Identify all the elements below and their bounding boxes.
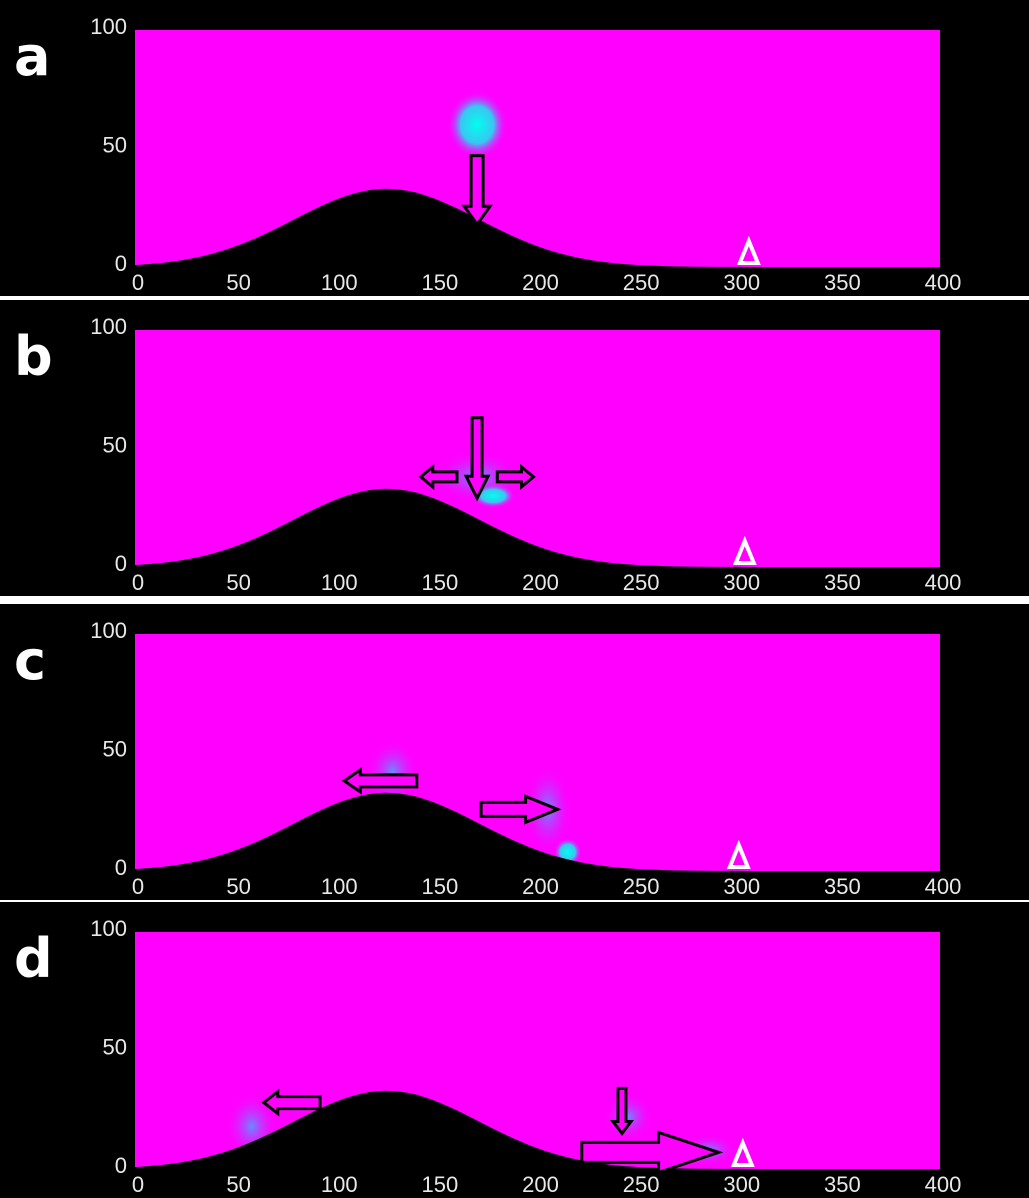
x-tick-label: 150 <box>422 1172 459 1197</box>
x-tick-label: 300 <box>723 1172 760 1197</box>
figure: 050100050100150200250300350400a050100050… <box>0 0 1029 1198</box>
panel: 0 50 100 0 50 100 150 200 250 300 350 400 d <box>0 902 1029 1198</box>
x-tick-label: 200 <box>522 874 559 899</box>
x-tick-label: 50 <box>226 1172 250 1197</box>
y-tick-label: 100 <box>90 314 127 339</box>
x-tick-label: 150 <box>422 570 459 595</box>
x-tick-label: 100 <box>321 874 358 899</box>
plot-area <box>135 30 940 267</box>
x-tick-label: 400 <box>925 874 962 899</box>
x-tick-label: 50 <box>226 874 250 899</box>
x-tick-label: 350 <box>824 570 861 595</box>
x-tick-label: 400 <box>925 270 962 295</box>
y-tick-label: 0 <box>115 855 127 880</box>
x-tick-label: 350 <box>824 270 861 295</box>
x-tick-label: 100 <box>321 1172 358 1197</box>
panel: 0 50 100 0 50 100 150 200 250 300 350 400 b <box>0 300 1029 596</box>
x-tick-label: 0 <box>132 874 144 899</box>
x-tick-label: 200 <box>522 270 559 295</box>
y-tick-label: 50 <box>103 432 127 457</box>
x-tick-label: 50 <box>226 570 250 595</box>
panel: 0 50 100 0 50 100 150 200 250 300 350 400 a <box>0 0 1029 296</box>
y-tick-label: 0 <box>115 1153 127 1178</box>
panel: 0 50 100 0 50 100 150 200 250 300 350 400 c <box>0 604 1029 900</box>
x-tick-label: 200 <box>522 1172 559 1197</box>
y-tick-label: 0 <box>115 251 127 276</box>
x-tick-label: 350 <box>824 874 861 899</box>
x-tick-label: 300 <box>723 570 760 595</box>
x-tick-label: 150 <box>422 874 459 899</box>
x-tick-label: 0 <box>132 570 144 595</box>
y-tick-label: 50 <box>103 1034 127 1059</box>
y-tick-label: 50 <box>103 132 127 157</box>
panel-label: b <box>14 325 53 388</box>
panel-label: a <box>14 25 50 88</box>
y-tick-label: 100 <box>90 14 127 39</box>
x-tick-label: 150 <box>422 270 459 295</box>
y-tick-label: 100 <box>90 916 127 941</box>
x-tick-label: 250 <box>623 1172 660 1197</box>
x-tick-label: 400 <box>925 570 962 595</box>
x-tick-label: 400 <box>925 1172 962 1197</box>
x-tick-label: 250 <box>623 874 660 899</box>
panel-label: d <box>14 927 53 990</box>
x-tick-label: 350 <box>824 1172 861 1197</box>
panel-label: c <box>14 629 46 692</box>
x-tick-label: 0 <box>132 270 144 295</box>
y-tick-label: 0 <box>115 551 127 576</box>
x-tick-label: 0 <box>132 1172 144 1197</box>
x-tick-label: 250 <box>623 270 660 295</box>
x-tick-label: 250 <box>623 570 660 595</box>
plot-area <box>135 330 940 567</box>
x-tick-label: 100 <box>321 570 358 595</box>
y-tick-label: 50 <box>103 736 127 761</box>
tracer-blob <box>604 1093 652 1141</box>
x-tick-label: 300 <box>723 270 760 295</box>
x-tick-label: 100 <box>321 270 358 295</box>
y-tick-label: 100 <box>90 618 127 643</box>
x-tick-label: 200 <box>522 570 559 595</box>
tracer-blob <box>447 91 507 159</box>
x-tick-label: 300 <box>723 874 760 899</box>
x-tick-label: 50 <box>226 270 250 295</box>
page: 050100050100150200250300350400a050100050… <box>0 0 1029 1198</box>
